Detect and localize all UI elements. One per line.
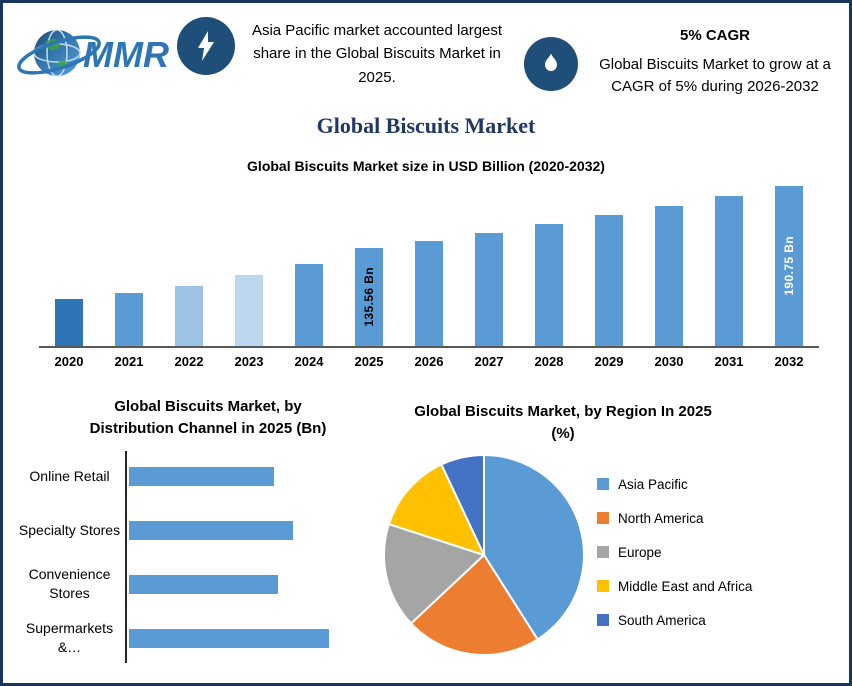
bar-column-2030	[639, 206, 699, 346]
legend-swatch	[597, 614, 609, 626]
flame-badge	[524, 37, 578, 91]
lightning-badge	[177, 17, 235, 75]
pie-slice-north-america	[409, 553, 539, 656]
distribution-bar	[129, 466, 274, 486]
bar-column-2020	[39, 299, 99, 346]
year-label-2030: 2030	[654, 354, 684, 369]
bar-value-label-2025: 135.56 Bn	[362, 267, 376, 327]
distribution-bar	[129, 520, 293, 540]
legend-swatch	[597, 512, 609, 524]
bar-2029	[595, 215, 623, 346]
region-pie-chart	[378, 449, 590, 661]
distribution-row: Convenience Stores	[18, 557, 363, 611]
cagr-title: 5% CAGR	[679, 27, 750, 44]
distribution-row: Specialty Stores	[18, 503, 363, 557]
year-label-2027: 2027	[474, 354, 504, 369]
legend-item-asia-pacific: Asia Pacific	[597, 473, 847, 495]
region-chart-title: Global Biscuits Market, by Region In 202…	[414, 403, 712, 442]
year-label-2024: 2024	[294, 354, 324, 369]
pie-slice-middle-east-and-africa	[387, 463, 486, 557]
annual-bar-years: 2020 2021 2022 2023 2024 2025 2026 2027 2028 2029…	[39, 348, 819, 369]
bar-2028	[535, 224, 563, 346]
bar-2027	[475, 233, 503, 346]
legend-item-middle-east-and-africa: Middle East and Africa	[597, 575, 847, 597]
distribution-category-label: Convenience Stores	[28, 566, 111, 601]
distribution-rows: Online Retail Specialty Stores Convenience…	[18, 449, 363, 665]
year-label-2026: 2026	[414, 354, 444, 369]
distribution-bar-chart: Online Retail Specialty Stores Convenience…	[18, 449, 363, 665]
year-label-2025: 2025	[354, 354, 384, 369]
flame-icon	[545, 53, 557, 71]
year-label-2023: 2023	[234, 354, 264, 369]
distribution-category-label: Online Retail	[29, 467, 110, 484]
year-label-2028: 2028	[534, 354, 564, 369]
legend-label: South America	[618, 612, 706, 628]
highlight-note: Asia Pacific market accounted largest sh…	[251, 22, 503, 86]
distribution-category-label: Supermarkets &…	[25, 620, 114, 655]
legend-swatch	[597, 580, 609, 592]
bar-2025: 135.56 Bn	[355, 248, 383, 346]
cagr-callout: 5% CAGR Global Biscuits Market to grow a…	[595, 25, 835, 99]
lightning-icon	[198, 31, 214, 61]
pie-svg	[383, 453, 585, 656]
bar-2021	[115, 293, 143, 346]
legend-label: North America	[618, 510, 704, 526]
legend-item-south-america: South America	[597, 609, 847, 631]
bar-column-2026	[399, 241, 459, 346]
legend-swatch	[597, 546, 609, 558]
bar-column-2027	[459, 233, 519, 346]
distribution-row: Supermarkets &…	[18, 611, 363, 665]
year-label-2029: 2029	[594, 354, 624, 369]
logo-text: MMR	[83, 34, 169, 75]
bar-2023	[235, 275, 263, 346]
bar-column-2023	[219, 275, 279, 346]
bar-column-2022	[159, 286, 219, 346]
region-legend: Asia Pacific North America Europe Middle Ea…	[597, 473, 847, 643]
distribution-bar	[129, 574, 278, 594]
bar-2031	[715, 196, 743, 346]
distribution-axis-line	[125, 451, 127, 663]
bar-2032: 190.75 Bn	[775, 186, 803, 346]
distribution-chart-title: Global Biscuits Market, by Distribution …	[89, 398, 327, 437]
distribution-category-label: Specialty Stores	[18, 521, 121, 538]
annual-chart-title: Global Biscuits Market size in USD Billi…	[247, 158, 605, 174]
pie-slice-europe	[383, 522, 486, 625]
bar-column-2021	[99, 293, 159, 346]
bar-2024	[295, 264, 323, 346]
annual-bar-plot: 135.56 Bn 190.75 Bn	[39, 177, 819, 348]
mmr-logo-graphic: MMR	[17, 29, 169, 77]
year-label-2022: 2022	[174, 354, 204, 369]
mmr-logo: MMR	[15, 13, 177, 91]
annual-bar-chart: 135.56 Bn 190.75 Bn 2020 2021 2022 2023 2024 2…	[39, 177, 819, 369]
year-label-2032: 2032	[774, 354, 804, 369]
cagr-note: Global Biscuits Market to grow at a CAGR…	[599, 55, 831, 96]
bar-value-label-2032: 190.75 Bn	[782, 236, 796, 296]
bar-2026	[415, 241, 443, 346]
bar-2022	[175, 286, 203, 346]
legend-swatch	[597, 478, 609, 490]
bar-column-2031	[699, 196, 759, 346]
bar-column-2029	[579, 215, 639, 346]
pie-slice-south-america	[440, 453, 485, 556]
legend-item-north-america: North America	[597, 507, 847, 529]
legend-label: Middle East and Africa	[618, 578, 753, 594]
legend-item-europe: Europe	[597, 541, 847, 563]
year-label-2020: 2020	[54, 354, 84, 369]
bar-2020	[55, 299, 83, 346]
bar-column-2032: 190.75 Bn	[759, 186, 819, 346]
legend-label: Asia Pacific	[618, 476, 688, 492]
legend-label: Europe	[618, 544, 662, 560]
bar-column-2028	[519, 224, 579, 346]
bar-2030	[655, 206, 683, 346]
distribution-bar	[129, 628, 329, 648]
bar-column-2025: 135.56 Bn	[339, 248, 399, 346]
year-label-2031: 2031	[714, 354, 744, 369]
year-label-2021: 2021	[114, 354, 144, 369]
bar-column-2024	[279, 264, 339, 346]
page-title: Global Biscuits Market	[316, 113, 536, 138]
distribution-row: Online Retail	[18, 449, 363, 503]
orbit-swoosh	[17, 35, 101, 75]
